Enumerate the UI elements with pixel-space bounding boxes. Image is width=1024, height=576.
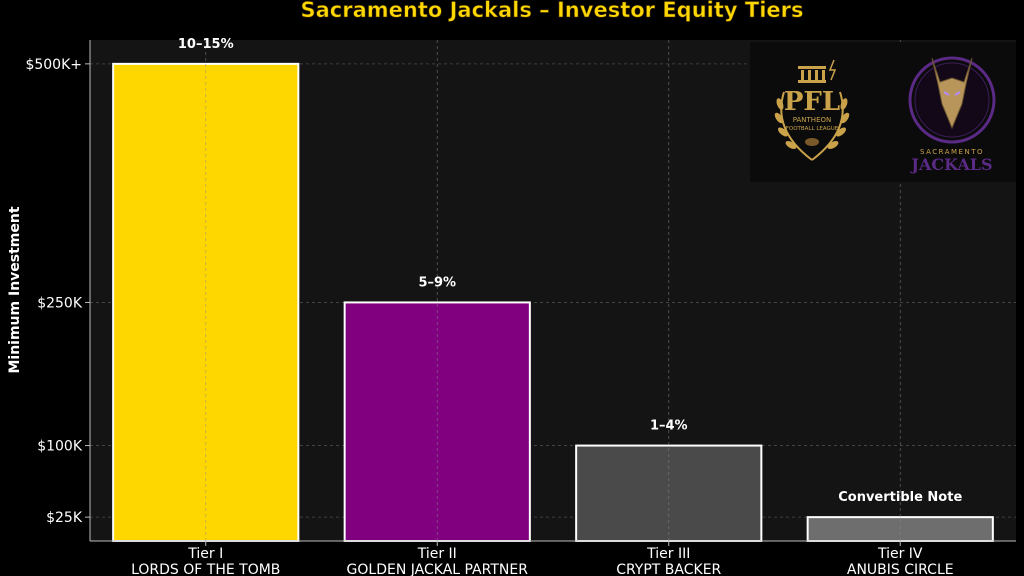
jackals-ring-icon — [908, 56, 996, 144]
x-tick-label-tier: Tier I — [187, 546, 223, 562]
data-labels: 10–15% 5–9% 1–4% Convertible Note — [178, 37, 962, 541]
temple-column-icon — [798, 66, 826, 83]
equity-label: 1–4% — [650, 419, 688, 434]
equity-label: 5–9% — [418, 275, 456, 290]
equity-label: 10–15% — [178, 37, 234, 52]
y-tick-label: $25K — [46, 510, 83, 526]
laurel-right-icon — [811, 91, 844, 161]
jackal-head-icon — [931, 57, 973, 130]
pfl-abbr: PFL — [784, 87, 840, 117]
pfl-logo: PFL PANTHEON FOOTBALL LEAGUE — [774, 59, 850, 161]
y-ticks: $25K $100K $250K $500K+ — [25, 57, 90, 526]
jackal-eyes-icon — [943, 91, 961, 96]
jackals-logo-line1: SACRAMENTO — [920, 148, 984, 156]
x-tick-label-tier: Tier II — [417, 546, 457, 562]
chart-title: Sacramento Jackals – Investor Equity Tie… — [300, 0, 803, 22]
pfl-name-line2: FOOTBALL LEAGUE — [786, 126, 839, 132]
y-tick-label: $100K — [37, 439, 83, 455]
football-icon — [805, 138, 819, 146]
jackals-logo: SACRAMENTO JACKALS — [908, 56, 996, 174]
jackals-logo-line2: JACKALS — [909, 155, 992, 174]
x-tick-label-name: ANUBIS CIRCLE — [847, 562, 954, 576]
logo-panel: PFL PANTHEON FOOTBALL LEAGUE SACRAMENTO … — [750, 42, 1016, 182]
x-tick-label-name: LORDS OF THE TOMB — [131, 562, 280, 576]
x-tick-label-tier: Tier IV — [877, 546, 923, 562]
y-axis-label: Minimum Investment — [7, 206, 23, 373]
laurel-leaves-icon — [774, 98, 850, 149]
lightning-icon — [828, 59, 837, 81]
x-tick-label-name: GOLDEN JACKAL PARTNER — [347, 562, 529, 576]
grid-lines — [90, 63, 1016, 518]
bar-tier-2 — [343, 301, 531, 542]
y-tick-label: $500K+ — [25, 57, 82, 73]
laurel-left-icon — [780, 91, 813, 161]
pfl-name-line1: PANTHEON — [793, 116, 832, 124]
x-tick-label-name: CRYPT BACKER — [616, 562, 721, 576]
bar-tier-1 — [112, 62, 300, 542]
y-tick-label: $250K — [37, 295, 83, 311]
equity-label: Convertible Note — [838, 490, 962, 505]
x-tick-label-tier: Tier III — [646, 546, 690, 562]
